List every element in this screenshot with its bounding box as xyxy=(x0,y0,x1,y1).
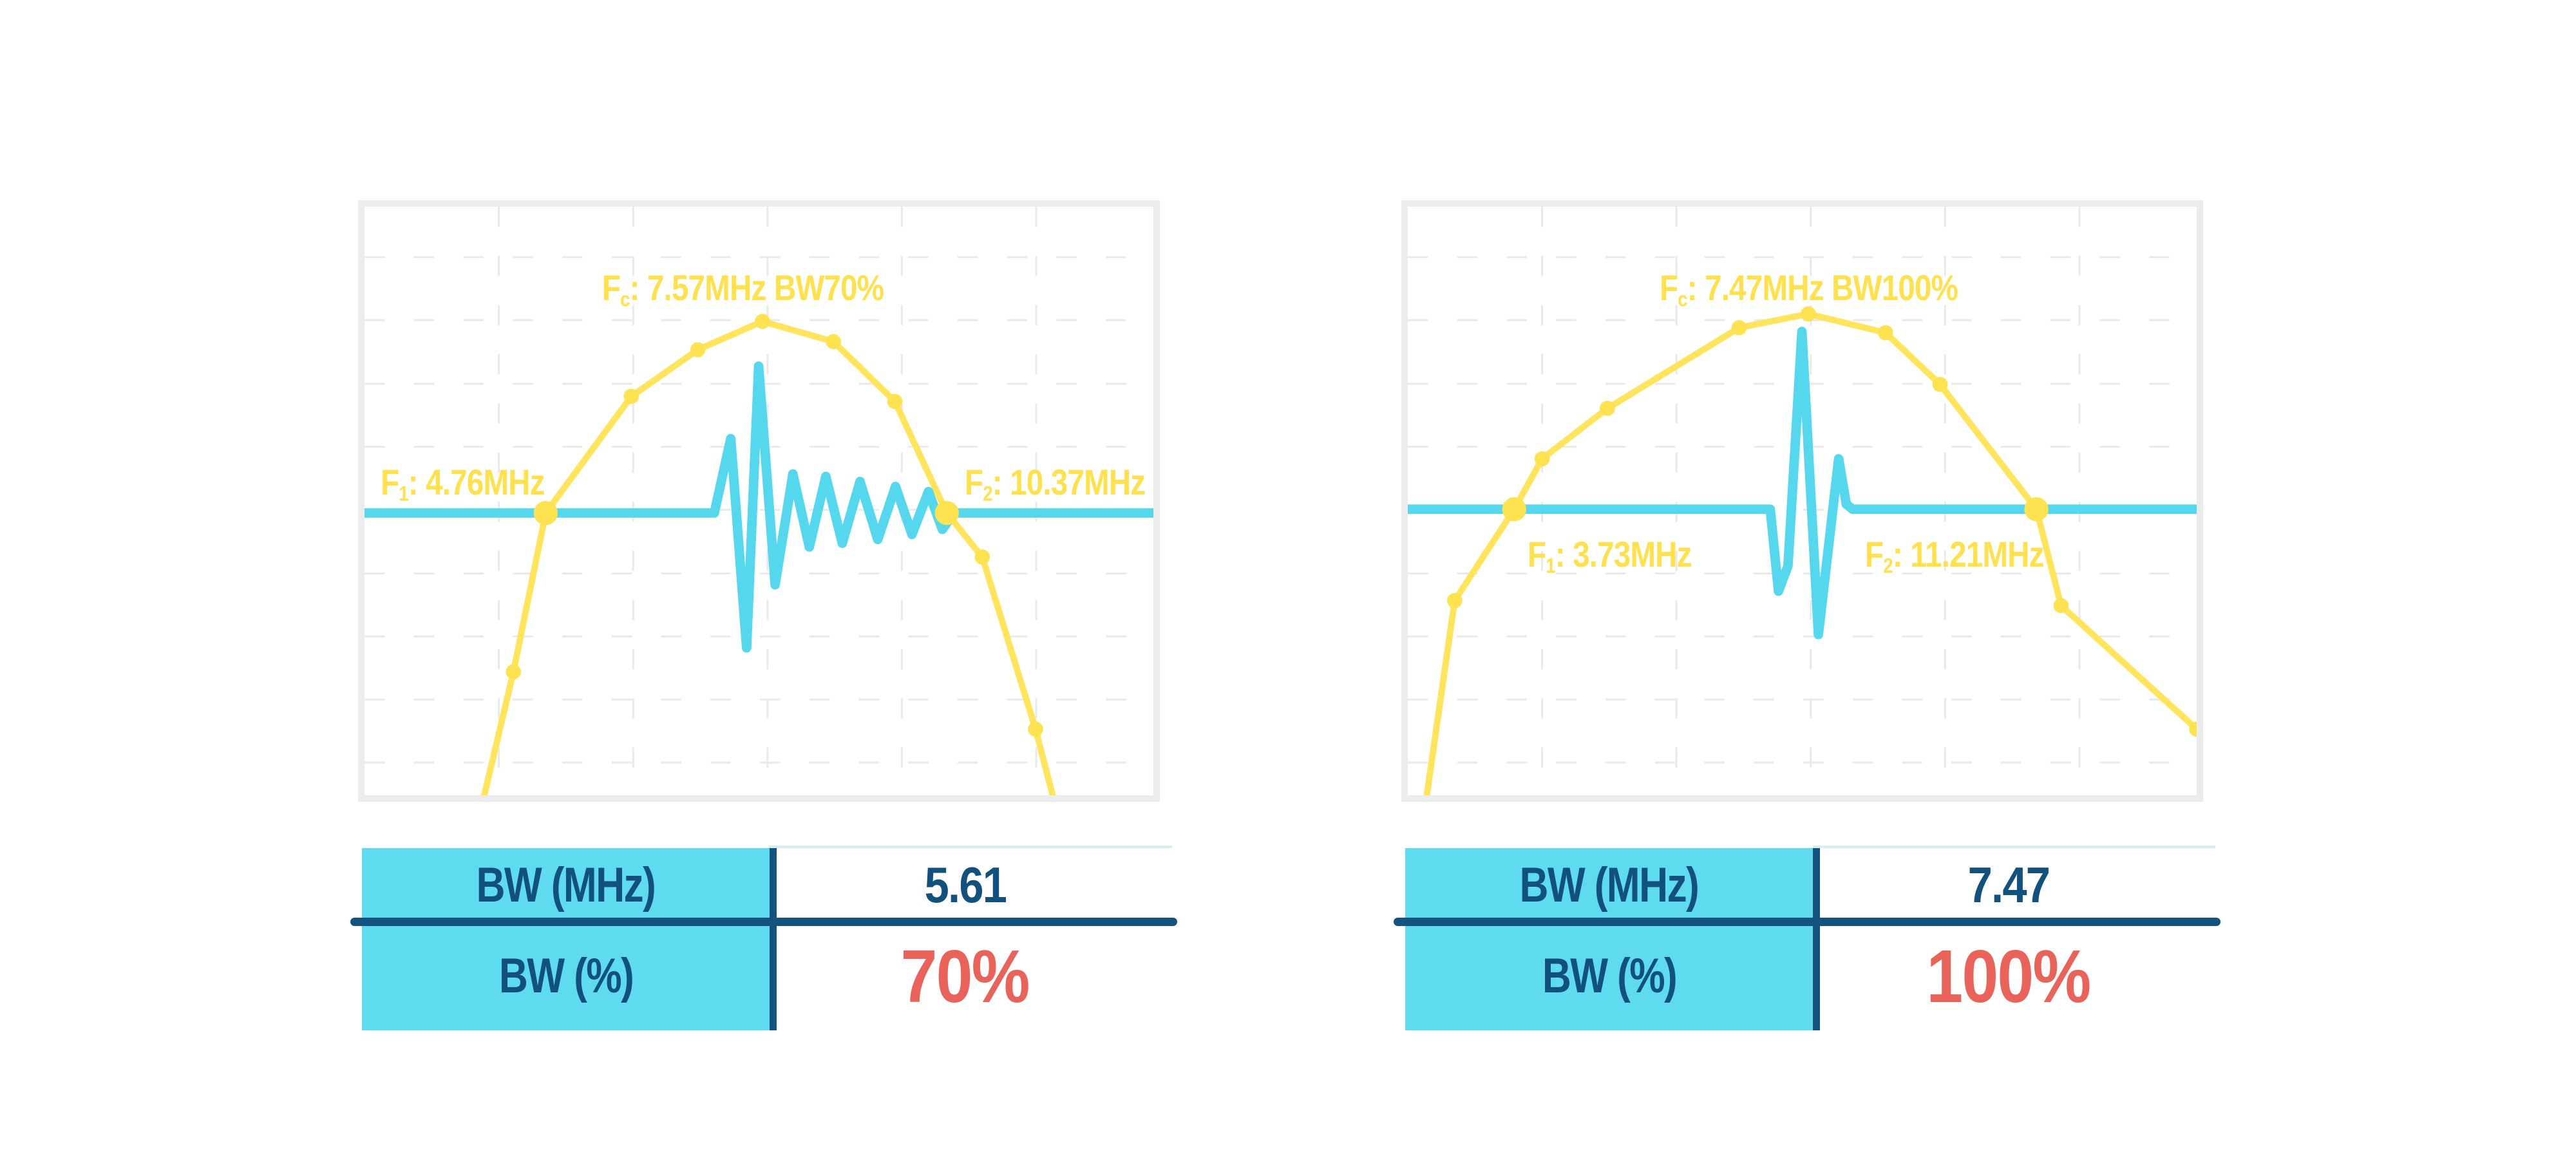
table-horizontal-divider xyxy=(350,918,1177,926)
table-vertical-divider xyxy=(770,848,777,1030)
bw-mhz-value-cell: 7.47 xyxy=(1813,848,2204,922)
f2-annotation: F2: 10.37MHz xyxy=(965,462,1146,506)
f1-annotation: F1: 4.76MHz xyxy=(381,462,545,506)
bw-mhz-value-cell: 5.61 xyxy=(770,848,1160,922)
figure-panel-bw70: Fc: 7.57MHz BW70% F1: 4.76MHz F2: 10.37M… xyxy=(350,0,1177,1154)
fc-annotation: Fc: 7.57MHz BW70% xyxy=(601,267,884,311)
f2-annotation: F2: 11.21MHz xyxy=(1865,534,2044,578)
table-vertical-divider xyxy=(1813,848,1820,1030)
fc-annotation: Fc: 7.47MHz BW100% xyxy=(1660,267,1958,311)
table-horizontal-divider xyxy=(1394,918,2221,926)
spectrum-chart-bw100: Fc: 7.47MHz BW100% F1: 3.73MHz F2: 11.21… xyxy=(1401,200,2203,802)
bandwidth-table-bw70: BW (MHz) 5.61 BW (%) 70% xyxy=(350,846,1177,1030)
figure-panel-bw100: Fc: 7.47MHz BW100% F1: 3.73MHz F2: 11.21… xyxy=(1394,0,2221,1154)
bw-percent-value-cell: 100% xyxy=(1813,922,2204,1030)
spectrum-plot xyxy=(365,207,1153,795)
table-row: BW (MHz) 7.47 xyxy=(1405,848,2204,922)
bw-percent-value-cell: 70% xyxy=(770,922,1160,1030)
bw-mhz-label-cell: BW (MHz) xyxy=(362,848,770,922)
bw-percent-label-cell: BW (%) xyxy=(1405,922,1813,1030)
spectrum-chart-bw70: Fc: 7.57MHz BW70% F1: 4.76MHz F2: 10.37M… xyxy=(358,200,1160,802)
table-row: BW (%) 70% xyxy=(362,922,1160,1030)
bw-mhz-label-cell: BW (MHz) xyxy=(1405,848,1813,922)
f1-annotation: F1: 3.73MHz xyxy=(1528,534,1692,578)
bandwidth-table-bw100: BW (MHz) 7.47 BW (%) 100% xyxy=(1394,846,2221,1030)
table-top-rule xyxy=(1813,846,2215,848)
table-row: BW (MHz) 5.61 xyxy=(362,848,1160,922)
table-row: BW (%) 100% xyxy=(1405,922,2204,1030)
table-top-rule xyxy=(770,846,1172,848)
spectrum-plot xyxy=(1408,207,2197,795)
bw-percent-label-cell: BW (%) xyxy=(362,922,770,1030)
